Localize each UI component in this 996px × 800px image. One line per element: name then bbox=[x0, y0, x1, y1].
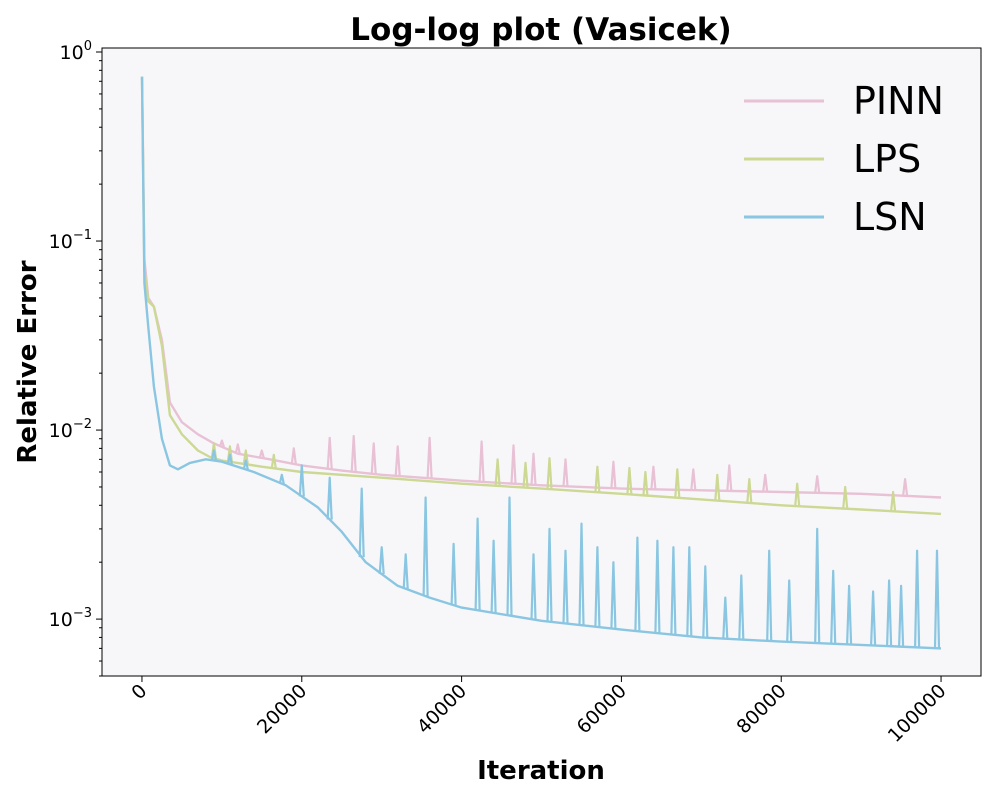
plot-area-background bbox=[102, 48, 981, 676]
series-spike-lsn bbox=[634, 536, 641, 632]
series-spike-lsn bbox=[298, 464, 305, 497]
y-tick-label: 10−2 bbox=[49, 417, 92, 442]
x-tick-label: 100000 bbox=[884, 680, 951, 747]
series-spike-pinn bbox=[394, 445, 401, 476]
series-spike-lsn bbox=[562, 549, 569, 624]
series-spike-pinn bbox=[370, 442, 377, 475]
series-spike-pinn bbox=[690, 468, 697, 491]
series-spike-lsn bbox=[578, 522, 585, 626]
series-spike-lsn bbox=[326, 476, 333, 520]
series-spike-lps bbox=[714, 473, 721, 501]
chart-title: Log-log plot (Vasicek) bbox=[350, 12, 731, 48]
series-spike-lsn bbox=[378, 546, 385, 575]
series-spike-lsn bbox=[870, 590, 877, 646]
y-axis-label: Relative Error bbox=[13, 260, 43, 463]
series-spike-pinn bbox=[562, 458, 569, 487]
series-spike-lsn bbox=[474, 517, 481, 611]
x-tick-label: 0 bbox=[127, 680, 151, 704]
series-spike-lsn bbox=[830, 569, 837, 644]
series-spike-lps bbox=[546, 457, 553, 490]
series-spike-lsn bbox=[846, 584, 853, 645]
series-spike-lsn bbox=[654, 539, 661, 634]
series-spike-lsn bbox=[546, 527, 553, 622]
x-tick-label: 20000 bbox=[253, 680, 311, 738]
series-spike-lsn bbox=[686, 546, 693, 637]
series-spike-lsn bbox=[786, 579, 793, 643]
legend-label-lsn: LSN bbox=[853, 195, 927, 239]
series-spike-pinn bbox=[234, 443, 241, 454]
series-spike-lsn bbox=[358, 487, 365, 558]
series-spike-lps bbox=[642, 470, 649, 496]
series-spike-pinn bbox=[510, 444, 517, 484]
series-spike-lps bbox=[522, 461, 529, 488]
series-spike-lsn bbox=[226, 453, 233, 465]
series-spike-lsn bbox=[610, 561, 617, 629]
series-spike-lsn bbox=[738, 574, 745, 640]
series-spike-lsn bbox=[933, 549, 941, 649]
series-spike-lps bbox=[794, 482, 801, 507]
series-spike-lps bbox=[626, 466, 633, 495]
series-spike-lsn bbox=[814, 527, 821, 644]
x-tick-label: 80000 bbox=[732, 680, 790, 738]
series-spike-lps bbox=[270, 453, 277, 469]
series-layer bbox=[140, 76, 942, 650]
series-spike-lps bbox=[746, 478, 753, 503]
y-tick-label: 10−3 bbox=[49, 606, 92, 631]
series-spike-lsn bbox=[242, 459, 249, 470]
x-tick-label: 40000 bbox=[413, 680, 471, 738]
series-spike-pinn bbox=[326, 436, 333, 470]
series-spike-pinn bbox=[650, 465, 657, 490]
series-spike-pinn bbox=[258, 449, 265, 459]
series-spike-lsn bbox=[722, 596, 729, 639]
series-spike-pinn bbox=[726, 464, 733, 491]
series-spike-pinn bbox=[478, 440, 485, 482]
series-spike-lsn bbox=[898, 584, 905, 647]
series-spike-pinn bbox=[530, 452, 537, 485]
series-spike-lsn bbox=[594, 546, 601, 627]
series-spike-lsn bbox=[530, 553, 537, 620]
series-spike-lps bbox=[494, 458, 501, 486]
series-spike-pinn bbox=[350, 434, 357, 472]
series-spike-lsn bbox=[886, 579, 893, 647]
series-spike-pinn bbox=[426, 436, 433, 479]
series-spike-lps bbox=[842, 485, 849, 509]
series-spike-lsn bbox=[490, 539, 497, 613]
series-spike-lps bbox=[242, 449, 249, 465]
series-line-lps bbox=[140, 76, 942, 516]
series-spike-lsn bbox=[402, 553, 409, 589]
plot-frame bbox=[101, 47, 982, 677]
series-spike-pinn bbox=[218, 439, 225, 448]
series-spike-lsn bbox=[702, 565, 709, 638]
series-spike-pinn bbox=[290, 447, 297, 465]
legend-label-lps: LPS bbox=[853, 137, 921, 181]
series-spike-lsn bbox=[278, 473, 285, 484]
legend-label-pinn: PINN bbox=[853, 79, 944, 123]
x-tick-label: 60000 bbox=[573, 680, 631, 738]
series-spike-lsn bbox=[914, 549, 921, 648]
series-spike-pinn bbox=[610, 460, 617, 489]
series-spike-lps bbox=[890, 490, 897, 512]
series-spike-pinn bbox=[762, 473, 769, 492]
series-spike-lps bbox=[674, 468, 681, 498]
series-spike-lsn bbox=[506, 496, 513, 616]
series-spike-pinn bbox=[814, 475, 821, 493]
series-spike-pinn bbox=[902, 478, 909, 496]
series-spike-lsn bbox=[766, 549, 773, 642]
series-spike-lps bbox=[594, 465, 601, 493]
series-spike-lsn bbox=[670, 546, 677, 635]
y-tick-label: 10−1 bbox=[49, 228, 92, 253]
series-spike-lsn bbox=[210, 449, 217, 461]
series-spike-lsn bbox=[450, 542, 457, 606]
x-axis-label: Iteration bbox=[477, 756, 605, 786]
y-tick-label: 100 bbox=[60, 39, 92, 64]
series-spike-lsn bbox=[422, 496, 429, 597]
legend: PINN LPS LSN bbox=[744, 79, 944, 239]
